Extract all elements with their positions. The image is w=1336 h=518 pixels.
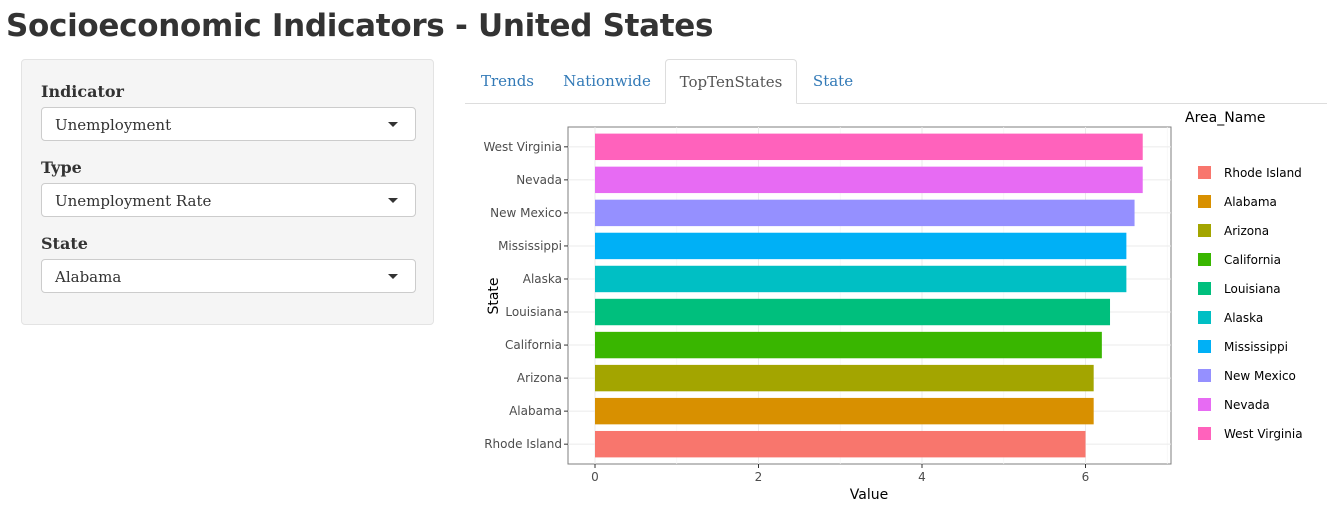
legend-key <box>1198 369 1211 382</box>
legend-key <box>1198 340 1211 353</box>
tab-state[interactable]: State <box>812 72 854 90</box>
type-label: Type <box>41 158 82 177</box>
x-axis-ticks: 0 2 4 6 <box>591 464 1089 484</box>
legend-key <box>1198 166 1211 179</box>
legend-key <box>1198 224 1211 237</box>
legend-label: Alabama <box>1224 195 1277 209</box>
bar-mississippi <box>595 232 1127 260</box>
y-axis-title: State <box>486 277 502 314</box>
bar-arizona <box>595 364 1094 392</box>
bar-alabama <box>595 397 1094 425</box>
legend-label: West Virginia <box>1224 427 1303 441</box>
top-ten-states-chart: Rhode Island Alabama Arizona California Loui… <box>483 110 1303 503</box>
y-tick-label: Rhode Island <box>484 437 562 451</box>
bar-california <box>595 331 1102 359</box>
legend-label: Alaska <box>1224 311 1263 325</box>
y-tick-label: New Mexico <box>490 206 562 220</box>
state-select-value: Alabama <box>55 268 122 286</box>
legend-key <box>1198 195 1211 208</box>
legend: Rhode Island Alabama Arizona California Loui… <box>1198 166 1303 441</box>
legend-key <box>1198 398 1211 411</box>
legend-key <box>1198 311 1211 324</box>
caret-down-icon <box>388 274 398 279</box>
legend-key <box>1198 253 1211 266</box>
bar-louisiana <box>595 298 1111 326</box>
tab-trends[interactable]: Trends <box>480 72 534 90</box>
legend-key <box>1198 282 1211 295</box>
legend-label: Arizona <box>1224 224 1269 238</box>
bars <box>595 133 1143 458</box>
state-label: State <box>41 234 88 253</box>
y-tick-label: West Virginia <box>483 140 562 154</box>
bar-west-virginia <box>595 133 1143 161</box>
bar-new-mexico <box>595 199 1135 227</box>
tab-bar: Trends Nationwide TopTenStates State <box>465 59 1327 104</box>
sidebar-panel: Indicator Unemployment Type Unemployment… <box>21 59 434 325</box>
x-tick-label: 6 <box>1082 470 1090 484</box>
caret-down-icon <box>388 198 398 203</box>
y-tick-label: Alabama <box>509 404 562 418</box>
x-tick-label: 4 <box>918 470 926 484</box>
y-tick-label: Mississippi <box>498 239 562 253</box>
type-select[interactable]: Unemployment Rate <box>41 183 416 217</box>
page-title: Socioeconomic Indicators - United States <box>6 8 714 44</box>
indicator-select[interactable]: Unemployment <box>41 107 416 141</box>
legend-key <box>1198 427 1211 440</box>
state-select[interactable]: Alabama <box>41 259 416 293</box>
indicator-label: Indicator <box>41 82 124 101</box>
y-tick-label: Nevada <box>516 173 562 187</box>
tab-nationwide[interactable]: Nationwide <box>563 72 651 90</box>
x-axis-title: Value <box>850 487 888 503</box>
bar-rhode-island <box>595 430 1086 458</box>
indicator-select-value: Unemployment <box>55 116 172 134</box>
type-select-value: Unemployment Rate <box>55 192 212 210</box>
legend-label: Mississippi <box>1224 340 1288 354</box>
legend-label: California <box>1224 253 1281 267</box>
tab-toptenstates[interactable]: TopTenStates <box>665 59 797 104</box>
bar-nevada <box>595 166 1143 194</box>
legend-label: New Mexico <box>1224 369 1296 383</box>
y-tick-label: Alaska <box>523 272 562 286</box>
y-tick-label: California <box>505 338 562 352</box>
legend-label: Louisiana <box>1224 282 1281 296</box>
y-tick-label: Arizona <box>517 371 562 385</box>
x-tick-label: 2 <box>755 470 763 484</box>
legend-title: Area_Name <box>1185 110 1266 126</box>
y-axis-ticks: Rhode Island Alabama Arizona California Loui… <box>483 140 568 451</box>
bar-alaska <box>595 265 1127 293</box>
legend-label: Rhode Island <box>1224 166 1302 180</box>
legend-label: Nevada <box>1224 398 1270 412</box>
y-tick-label: Louisiana <box>505 305 562 319</box>
caret-down-icon <box>388 122 398 127</box>
x-tick-label: 0 <box>591 470 599 484</box>
